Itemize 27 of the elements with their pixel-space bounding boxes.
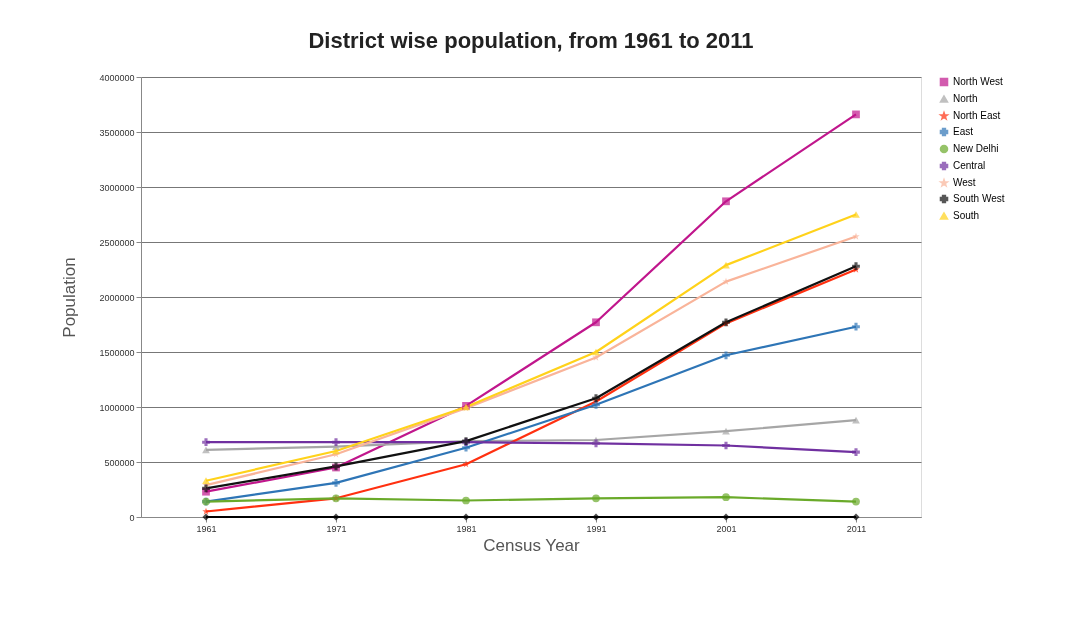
y-tick-label: 3500000 <box>99 127 135 138</box>
legend-label: South <box>953 210 980 221</box>
x-tick-label: 2011 <box>846 523 867 534</box>
legend-label: South West <box>953 193 1005 204</box>
x-tick-label: 1971 <box>326 523 347 534</box>
legend-label: North <box>953 93 978 104</box>
x-axis-title: Census Year <box>483 535 581 555</box>
y-tick-label: 2000000 <box>99 292 135 303</box>
y-tick-label: 1500000 <box>99 347 135 358</box>
legend-label: North East <box>953 110 1001 121</box>
y-tick-label: 1000000 <box>99 402 135 413</box>
y-tick-label: 2500000 <box>99 237 135 248</box>
y-tick-label: 4000000 <box>99 72 135 83</box>
x-tick-label: 1991 <box>586 523 607 534</box>
x-tick-label: 1981 <box>456 523 477 534</box>
y-tick-label: 0 <box>129 512 135 523</box>
legend-label: North West <box>953 76 1004 87</box>
y-axis-title: Population <box>60 257 80 338</box>
x-tick-label: 1961 <box>196 523 217 534</box>
legend-label: New Delhi <box>953 143 999 154</box>
legend-label: East <box>953 126 974 137</box>
legend-label: Central <box>953 160 986 171</box>
legend-label: West <box>953 177 976 188</box>
x-tick-label: 2001 <box>716 523 737 534</box>
y-tick-label: 3000000 <box>99 182 135 193</box>
y-tick-label: 500000 <box>104 457 135 468</box>
chart-title: District wise population, from 1961 to 2011 <box>308 28 754 53</box>
